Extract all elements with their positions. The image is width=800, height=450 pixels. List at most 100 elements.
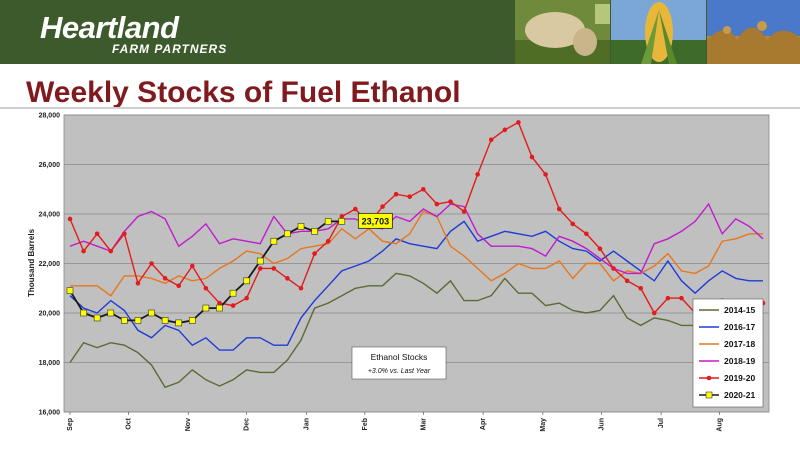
data-point [285, 276, 290, 281]
title-divider [0, 107, 800, 109]
data-point [270, 237, 278, 245]
data-point [420, 186, 426, 192]
title-bar [0, 64, 800, 112]
data-point [67, 216, 73, 222]
data-point [529, 154, 535, 160]
data-point [611, 266, 616, 271]
series-line-2018-19 [69, 202, 764, 275]
data-point [338, 218, 346, 225]
header-photos [515, 0, 800, 64]
y-tick-label: 26,000 [39, 162, 61, 169]
data-point [161, 317, 169, 324]
annotation-subtitle: +3.0% vs. Last Year [368, 368, 431, 375]
x-tick-label: Nov [185, 418, 192, 431]
data-point [448, 199, 453, 204]
data-point [244, 295, 249, 301]
legend-item-2019-20: 2019-20 [699, 373, 755, 383]
x-tick-label: Jul [658, 418, 665, 428]
data-point [679, 295, 684, 301]
series-2020-21 [66, 218, 346, 327]
data-point [93, 314, 101, 322]
brand-logo: Heartland [40, 10, 179, 45]
data-point [203, 285, 209, 291]
data-point [148, 309, 155, 317]
data-point [134, 317, 142, 324]
legend-box [692, 298, 764, 408]
data-point [393, 191, 399, 197]
legend-item-2017-18: 2017-18 [699, 339, 755, 349]
series-line-2017-18 [70, 210, 763, 297]
y-tick-label: 20,000 [39, 311, 61, 318]
stocks-line-chart: 16,000 18,000 20,000 22,000 24,000 26,000 28,0… [27, 113, 770, 432]
data-point [297, 223, 305, 230]
data-point [434, 201, 440, 207]
series-line-2019-20 [69, 121, 764, 315]
legend-marker [706, 375, 712, 381]
data-point [256, 257, 264, 265]
legend-label: 2017-18 [724, 339, 755, 349]
data-point [312, 251, 317, 256]
x-tick-label: Mar [420, 418, 427, 431]
callout-label: 23,703 [362, 216, 390, 226]
y-tick-label: 22,000 [39, 261, 61, 268]
y-tick-label: 16,000 [39, 410, 61, 417]
y-axis-title: Thousand Barrels [27, 228, 36, 297]
data-point [284, 230, 291, 238]
legend-label: 2019-20 [724, 373, 755, 383]
data-point [149, 261, 154, 266]
x-tick-label: Oct [125, 417, 132, 429]
data-point [488, 137, 494, 143]
legend-label: 2014-15 [724, 305, 755, 315]
data-point [651, 310, 657, 316]
x-tick-label: Jun [598, 418, 605, 430]
legend-label: 2018-19 [724, 356, 755, 366]
data-point [121, 317, 128, 324]
series-line-2016-17 [69, 220, 763, 351]
data-point [188, 317, 196, 324]
x-tick-label: Dec [244, 418, 251, 431]
legend-item-2018-19: 2018-19 [699, 356, 755, 366]
callout-box [357, 212, 393, 229]
legend-label: 2020-21 [724, 390, 755, 400]
y-tick-label: 24,000 [39, 212, 61, 219]
data-point [202, 304, 210, 312]
series-2014-15 [69, 272, 764, 389]
cow-photo [515, 0, 610, 64]
data-point [407, 194, 413, 199]
data-point [638, 285, 644, 291]
data-point [624, 278, 630, 284]
data-point [584, 231, 589, 237]
data-point [475, 172, 480, 177]
data-point [66, 287, 74, 295]
chart-legend: 2014-15 2016-17 2017-18 2018-19 2019-20 2020-… [692, 298, 764, 408]
data-point [380, 204, 385, 209]
data-point [81, 248, 86, 254]
legend-item-2014-15: 2014-15 [699, 305, 755, 315]
x-tick-label: Sep [67, 418, 74, 431]
data-point [230, 303, 236, 308]
series-line-2014-15 [69, 272, 764, 389]
data-point [243, 277, 250, 285]
data-point [556, 206, 562, 212]
annotation-box: Ethanol Stocks +3.0% vs. Last Year [351, 346, 447, 380]
soybean-field-photo [707, 0, 800, 64]
annotation-title: Ethanol Stocks [371, 352, 428, 362]
data-point [324, 218, 332, 225]
data-point [175, 319, 183, 327]
data-point [353, 206, 358, 212]
data-point [597, 246, 603, 251]
corn-photo [611, 0, 706, 64]
x-tick-label: Aug [717, 418, 724, 432]
data-point [461, 209, 467, 214]
data-point [135, 281, 141, 286]
data-point [665, 295, 671, 301]
x-axis-ticks: Sep Oct Nov Dec Jan Feb Mar Apr May Jun Jul Aug [67, 412, 724, 432]
series-2017-18 [70, 210, 763, 297]
data-point [257, 266, 263, 271]
data-point [543, 172, 548, 177]
header-banner: Heartland FARM PARTNERS [0, 0, 800, 64]
data-point [570, 221, 576, 227]
data-point [162, 276, 168, 281]
x-tick-label: May [540, 418, 547, 432]
data-point [107, 309, 115, 317]
